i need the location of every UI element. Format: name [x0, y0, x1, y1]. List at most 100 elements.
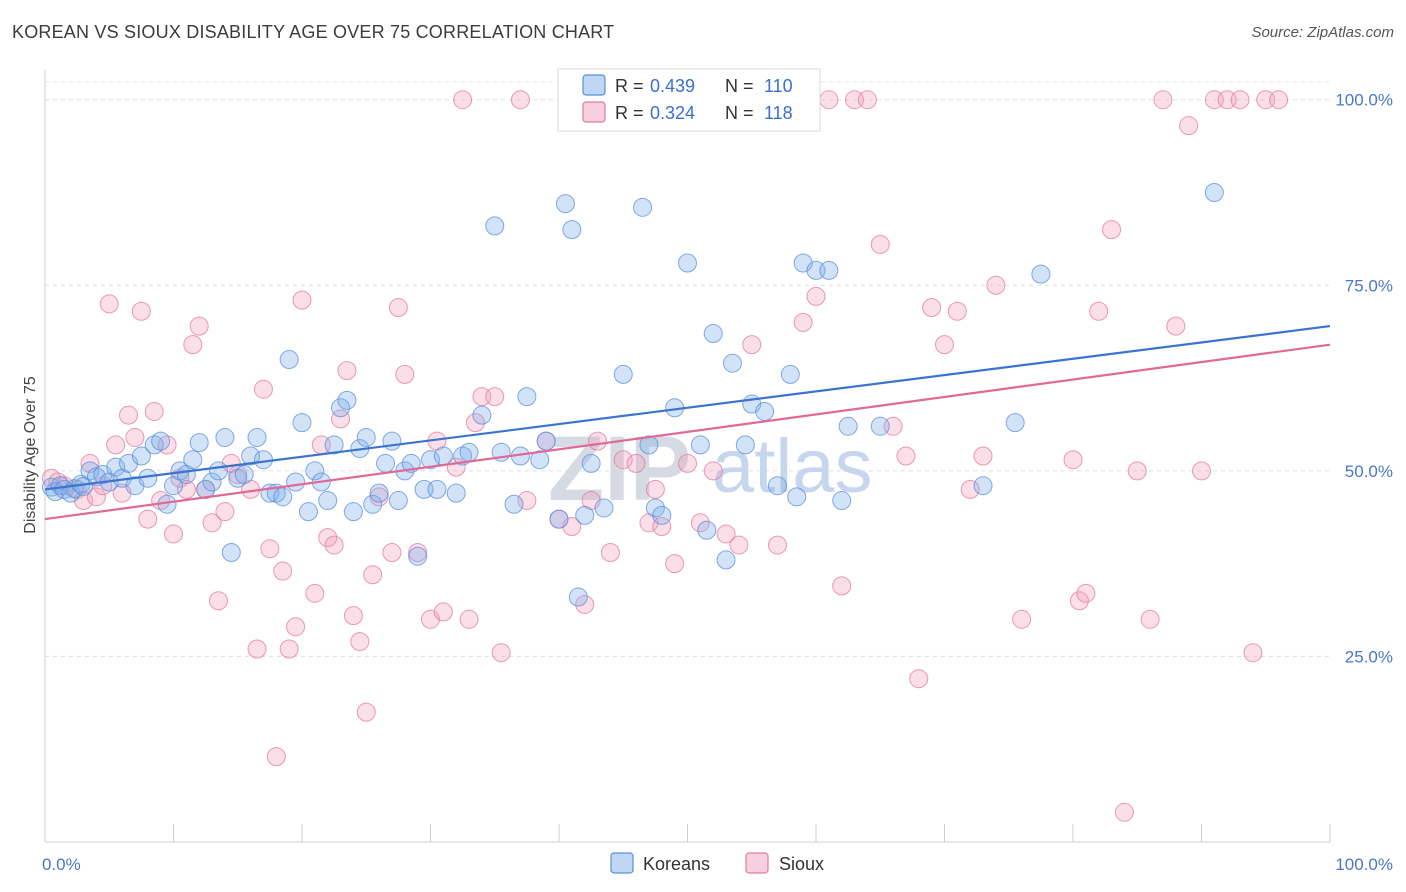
- sioux-point-32: [260, 539, 280, 559]
- sioux-point-31: [253, 379, 273, 399]
- korean-point-82: [613, 364, 633, 384]
- sioux-point-37: [292, 290, 312, 310]
- sioux-point-100: [986, 275, 1006, 295]
- korean-point-35: [253, 450, 273, 470]
- korean-point-63: [433, 446, 453, 466]
- sioux-point-14: [138, 509, 158, 529]
- korean-point-72: [517, 387, 537, 407]
- korean-point-64: [446, 483, 466, 503]
- sioux-point-55: [433, 602, 453, 622]
- y-tick-label-0: 25.0%: [1345, 647, 1393, 666]
- sioux-point-97: [947, 301, 967, 321]
- legend-bottom-koreans-swatch: [610, 852, 634, 874]
- korean-point-26: [196, 479, 216, 499]
- sioux-points: [41, 90, 1289, 822]
- chart-title: KOREAN VS SIOUX DISABILITY AGE OVER 75 C…: [12, 22, 615, 42]
- sioux-point-25: [208, 591, 228, 611]
- sioux-point-106: [1102, 220, 1122, 240]
- korean-point-33: [241, 446, 261, 466]
- sioux-point-77: [665, 554, 685, 574]
- korean-point-80: [581, 453, 601, 473]
- trend-lines: [44, 325, 1331, 521]
- korean-point-56: [388, 491, 408, 511]
- korean-point-94: [735, 435, 755, 455]
- y-tick-label-1: 50.0%: [1345, 462, 1393, 481]
- sioux-point-42: [331, 409, 351, 429]
- x-tick-label-0: 0.0%: [42, 855, 81, 874]
- sioux-point-78: [678, 453, 697, 473]
- sioux-point-33: [266, 747, 286, 767]
- korean-point-53: [369, 483, 389, 503]
- sioux-point-68: [575, 594, 595, 614]
- korean-point-24: [183, 450, 203, 470]
- sioux-point-22: [189, 316, 209, 336]
- chart-source: Source: ZipAtlas.com: [1251, 24, 1394, 41]
- grid-lines: [45, 81, 1330, 657]
- korean-point-48: [337, 390, 357, 410]
- sioux-point-105: [1089, 301, 1109, 321]
- sioux-point-112: [1179, 116, 1199, 136]
- x-tick-labels: 0.0% 100.0%: [42, 855, 1393, 874]
- korean-point-105: [870, 416, 890, 436]
- y-axis-label: Disability Age Over 75: [22, 376, 39, 534]
- korean-point-61: [421, 450, 440, 470]
- y-tick-label-3: 100.0%: [1335, 91, 1393, 110]
- axes: [44, 70, 1331, 843]
- sioux-point-64: [517, 491, 537, 511]
- korean-point-43: [305, 461, 325, 481]
- korean-point-47: [331, 398, 351, 418]
- sioux-point-15: [144, 401, 164, 421]
- sioux-point-45: [350, 632, 370, 652]
- sioux-point-51: [395, 364, 415, 384]
- sioux-point-80: [703, 461, 723, 481]
- korean-point-49: [343, 502, 363, 522]
- korean-point-79: [575, 505, 595, 525]
- sioux-point-40: [318, 528, 338, 548]
- korean-point-98: [780, 364, 800, 384]
- sioux-point-117: [1243, 643, 1263, 663]
- korean-point-16: [131, 446, 151, 466]
- korean-point-106: [1005, 413, 1025, 433]
- sioux-point-6: [86, 487, 106, 507]
- sioux-point-46: [356, 702, 376, 722]
- sioux-point-86: [806, 286, 826, 306]
- legend-bottom-sioux-label: Sioux: [779, 854, 824, 874]
- korean-point-55: [382, 431, 402, 451]
- korean-point-103: [832, 491, 852, 511]
- sioux-point-87: [819, 90, 839, 110]
- sioux-point-93: [896, 446, 916, 466]
- sioux-point-59: [465, 413, 485, 433]
- legend-koreans-r-value: 0.439: [650, 76, 695, 96]
- korean-point-40: [286, 472, 306, 492]
- sioux-point-73: [626, 453, 646, 473]
- sioux-point-103: [1069, 591, 1089, 611]
- y-tick-label-2: 75.0%: [1345, 276, 1393, 295]
- legend-koreans-n-label: N =: [725, 76, 754, 96]
- korean-point-51: [356, 427, 376, 447]
- korean-point-28: [208, 461, 228, 481]
- korean-point-29: [215, 427, 235, 447]
- korean-point-91: [703, 324, 723, 344]
- korean-point-27: [202, 472, 222, 492]
- korean-point-93: [722, 353, 742, 373]
- sioux-point-38: [305, 583, 325, 603]
- korean-point-25: [189, 433, 209, 453]
- sioux-point-70: [588, 431, 608, 451]
- sioux-point-102: [1063, 450, 1083, 470]
- sioux-point-75: [645, 479, 665, 499]
- sioux-point-21: [183, 335, 203, 355]
- legend-sioux-n-value: 118: [764, 103, 793, 123]
- sioux-point-107: [1114, 802, 1134, 822]
- sioux-point-119: [1269, 90, 1289, 110]
- legend-sioux-n-label: N =: [725, 103, 754, 123]
- sioux-point-90: [857, 90, 877, 110]
- sioux-point-72: [613, 450, 633, 470]
- korean-point-75: [549, 509, 569, 529]
- sioux-point-13: [131, 301, 151, 321]
- legend-koreans-r-label: R =: [615, 76, 644, 96]
- legend-bottom-sioux-swatch: [745, 852, 769, 874]
- sioux-point-88: [832, 576, 852, 596]
- korean-point-30: [221, 543, 241, 562]
- legend-koreans-swatch: [582, 74, 606, 96]
- sioux-point-50: [388, 298, 408, 318]
